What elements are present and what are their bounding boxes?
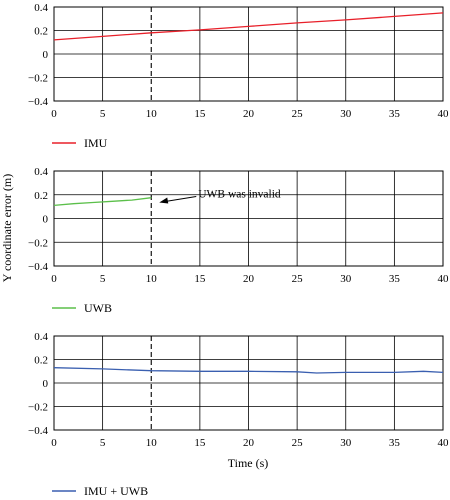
- x-tick-label: 35: [389, 273, 401, 285]
- x-tick-label: 25: [292, 273, 304, 285]
- legend-label: UWB: [84, 301, 112, 315]
- y-tick-label: −0.2: [28, 237, 48, 249]
- y-tick-label: 0: [43, 378, 49, 390]
- x-tick-label: 5: [100, 108, 106, 120]
- x-tick-label: 5: [100, 273, 106, 285]
- x-tick-label: 0: [51, 108, 57, 120]
- x-tick-label: 35: [389, 437, 401, 449]
- x-axis-title: Time (s): [228, 456, 269, 470]
- y-tick-label: 0.4: [34, 166, 48, 178]
- series-line-uwb: [53, 197, 152, 207]
- x-tick-label: 25: [292, 437, 304, 449]
- plot-frame: [53, 6, 444, 102]
- annotation-arrowhead: [159, 197, 169, 204]
- legend-label: IMU: [84, 136, 108, 150]
- x-tick-label: 0: [51, 437, 57, 449]
- x-tick-label: 0: [51, 273, 57, 285]
- series-line-imu-uwb: [53, 367, 444, 374]
- x-tick-label: 20: [243, 273, 255, 285]
- x-tick-label: 15: [194, 108, 206, 120]
- x-tick-label: 10: [146, 108, 158, 120]
- annotation-text: UWB was invalid: [198, 189, 281, 201]
- x-tick-label: 30: [340, 273, 352, 285]
- series-line-imu: [53, 12, 444, 41]
- x-tick-label: 10: [146, 437, 158, 449]
- y-tick-label: −0.4: [28, 261, 48, 273]
- x-tick-label: 40: [438, 437, 450, 449]
- plot-frame: [53, 170, 444, 267]
- y-tick-label: 0.4: [34, 331, 48, 343]
- x-tick-label: 35: [389, 108, 401, 120]
- x-tick-label: 20: [243, 108, 255, 120]
- x-tick-label: 40: [438, 273, 450, 285]
- y-axis-title: Y coordinate error (m): [0, 174, 14, 283]
- x-tick-label: 30: [340, 108, 352, 120]
- x-tick-label: 5: [100, 437, 106, 449]
- y-tick-label: −0.4: [28, 96, 48, 108]
- y-tick-label: 0.2: [34, 355, 48, 367]
- legend-label: IMU + UWB: [84, 484, 148, 498]
- x-tick-label: 15: [194, 273, 206, 285]
- x-tick-label: 30: [340, 437, 352, 449]
- y-tick-label: 0.4: [34, 2, 48, 14]
- annotation-arrow-shaft: [165, 196, 197, 202]
- x-tick-label: 40: [438, 108, 450, 120]
- y-tick-label: 0: [43, 214, 49, 226]
- x-tick-label: 25: [292, 108, 304, 120]
- y-tick-label: 0.2: [34, 190, 48, 202]
- y-tick-label: −0.2: [28, 73, 48, 85]
- plot-frame: [53, 335, 444, 431]
- y-tick-label: −0.2: [28, 402, 48, 414]
- x-tick-label: 15: [194, 437, 206, 449]
- y-tick-label: 0.2: [34, 26, 48, 38]
- x-tick-label: 10: [146, 273, 158, 285]
- y-tick-label: 0: [43, 49, 49, 61]
- y-tick-label: −0.4: [28, 425, 48, 437]
- x-tick-label: 20: [243, 437, 255, 449]
